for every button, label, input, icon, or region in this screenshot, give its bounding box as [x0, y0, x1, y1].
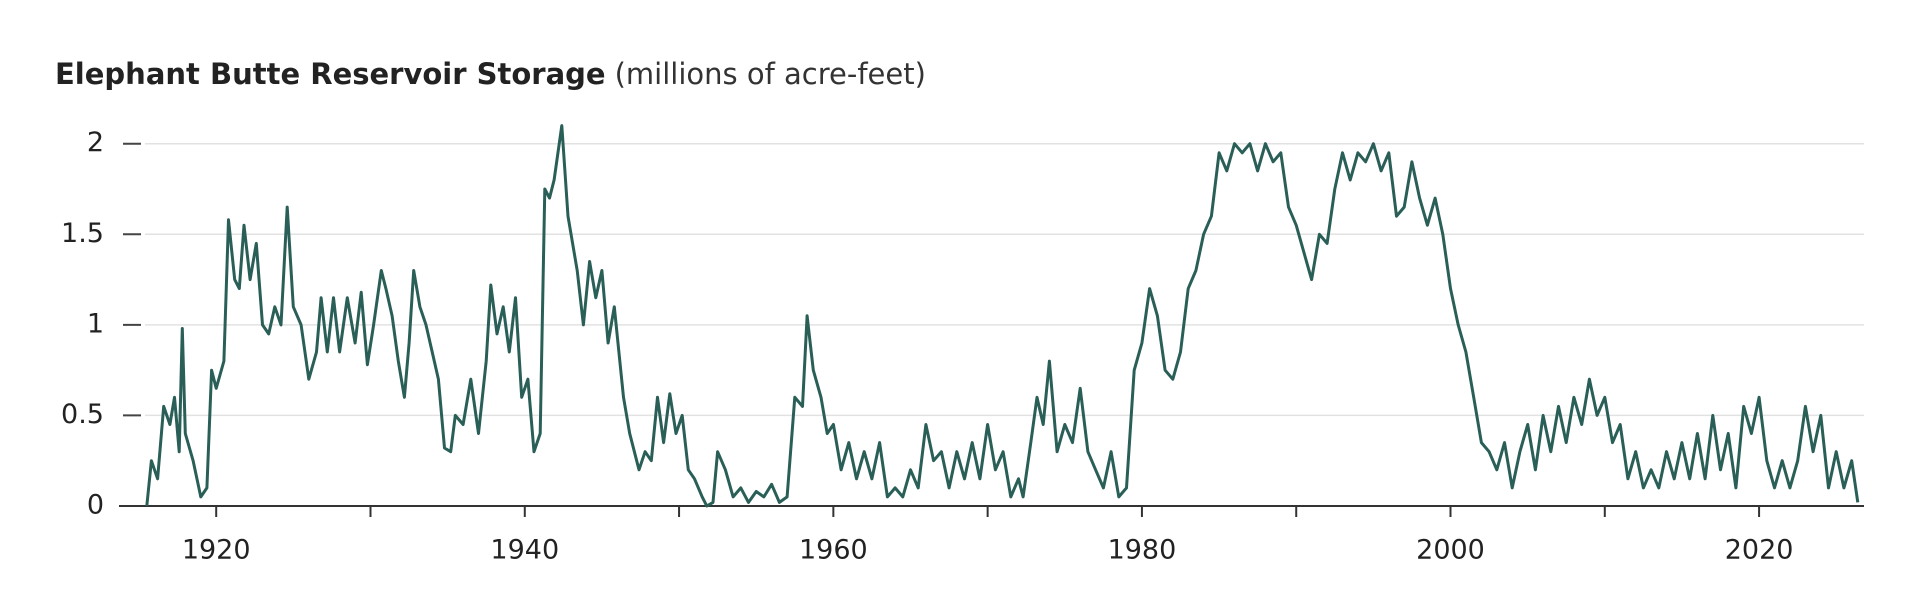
y-tick-label: 2 [87, 127, 104, 158]
chart-title-group: Elephant Butte Reservoir Storage (million… [55, 57, 926, 91]
chart-subtitle: (millions of acre-feet) [615, 57, 926, 91]
x-tick-label: 1940 [490, 535, 559, 566]
y-tick-label: 1 [87, 308, 104, 339]
y-tick-label: 0 [87, 490, 104, 521]
x-tick-label: 1960 [799, 535, 868, 566]
x-tick-label: 2020 [1725, 535, 1794, 566]
x-tick-label: 2000 [1416, 535, 1485, 566]
x-tick-label: 1980 [1108, 535, 1177, 566]
chart-title: Elephant Butte Reservoir Storage [55, 57, 606, 91]
series-line [145, 124, 1860, 508]
y-tick-label: 0.5 [61, 399, 104, 430]
x-tick-label: 1920 [182, 535, 251, 566]
y-tick-label: 1.5 [61, 218, 104, 249]
